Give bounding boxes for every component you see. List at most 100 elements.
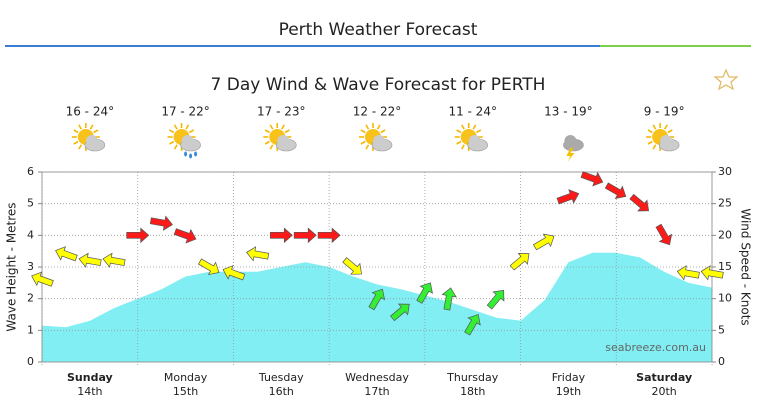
rain-drop (189, 153, 193, 159)
y2-tick-label: 20 (718, 228, 732, 241)
wind-arrow (269, 227, 293, 244)
weather-icon (454, 123, 489, 152)
rain-drop (194, 151, 198, 157)
day-temp: 12 - 22° (353, 105, 402, 119)
day-name: Tuesday (258, 371, 304, 384)
wind-arrow (317, 227, 341, 244)
sun-ray (173, 144, 178, 150)
wind-arrow (173, 228, 197, 244)
day-date: 19th (556, 385, 581, 398)
sun-ray (667, 129, 673, 134)
cloud-puff (373, 135, 385, 147)
sun-ray (456, 140, 462, 145)
day-temp: 16 - 24° (66, 105, 115, 119)
wind-arrow (149, 215, 173, 231)
wind-arrow (604, 182, 627, 200)
sun-ray (73, 129, 79, 134)
sun-ray (169, 140, 175, 145)
weather-icon (359, 123, 393, 152)
rain-drop (184, 151, 188, 157)
page-title: Perth Weather Forecast (279, 20, 478, 40)
wave-area (42, 252, 712, 362)
day-date: 15th (173, 385, 198, 398)
day-name: Sunday (67, 371, 113, 384)
wind-arrow (78, 252, 102, 268)
weather-icon (646, 123, 680, 152)
wind-arrow (532, 233, 555, 251)
sun-ray (380, 129, 386, 134)
sun-ray (647, 129, 653, 134)
sun-ray (188, 129, 195, 134)
sun-ray (461, 124, 465, 130)
sun-ray (360, 129, 366, 134)
sun-ray (264, 140, 270, 145)
wind-arrow (580, 171, 604, 187)
day-name: Friday (552, 371, 586, 384)
sun-ray (472, 124, 477, 130)
sun-ray (456, 129, 462, 134)
day-name: Wednesday (345, 371, 409, 384)
wind-arrow (629, 193, 650, 212)
day-name: Monday (164, 371, 208, 384)
y-tick-label: 3 (27, 260, 34, 273)
sun-ray (281, 124, 285, 130)
day-temp: 11 - 24° (448, 105, 497, 119)
sun-ray (360, 140, 366, 145)
sun-ray (93, 129, 99, 134)
y-tick-label: 1 (27, 323, 34, 336)
y-axis-title: Wave Height - Metres (5, 202, 19, 331)
sun-ray (89, 124, 94, 130)
wind-arrow (293, 227, 317, 244)
cloud-puff (468, 135, 481, 147)
sun-ray (173, 124, 178, 130)
y2-tick-label: 10 (718, 292, 732, 305)
y-tick-label: 4 (27, 228, 34, 241)
y-tick-label: 0 (27, 355, 34, 368)
sun-ray (269, 124, 274, 130)
day-date: 20th (651, 385, 676, 398)
day-name: Thursday (446, 371, 499, 384)
wind-arrow (700, 265, 724, 281)
cloud-puff (660, 135, 673, 147)
watermark: seabreeze.com.au (605, 341, 706, 354)
sun-ray (376, 124, 381, 130)
wind-arrow (197, 258, 220, 276)
wind-arrow (464, 314, 481, 336)
y2-tick-label: 30 (718, 165, 732, 178)
sun-ray (647, 140, 653, 145)
wind-arrow (676, 265, 700, 281)
wind-arrow (416, 282, 433, 304)
y-tick-label: 5 (27, 197, 34, 210)
favourite-star[interactable] (713, 68, 739, 91)
sun-ray (365, 124, 370, 130)
sun-ray (284, 129, 290, 134)
lightning (566, 148, 575, 162)
y-tick-label: 6 (27, 165, 34, 178)
sun-ray (169, 129, 175, 134)
wind-arrow (126, 227, 150, 244)
weather-icon (263, 123, 297, 152)
sun-ray (663, 124, 668, 130)
wind-arrow (486, 289, 505, 310)
wind-arrow (390, 303, 410, 322)
weather-icon (167, 123, 201, 159)
day-name: Saturday (636, 371, 692, 384)
day-temp: 9 - 19° (644, 105, 685, 119)
cloud-puff (85, 135, 98, 147)
wind-arrow (655, 223, 673, 246)
y2-tick-label: 0 (718, 355, 725, 368)
cloud-puff (564, 135, 577, 147)
sun-ray (78, 144, 83, 150)
day-date: 17th (364, 385, 389, 398)
wind-arrow (556, 189, 580, 205)
day-temp: 17 - 23° (257, 105, 306, 119)
wind-arrow (342, 257, 362, 275)
day-temp: 17 - 22° (161, 105, 210, 119)
sun-ray (269, 144, 274, 150)
sun-ray (73, 140, 79, 145)
sun-ray (365, 144, 370, 150)
wind-arrow (222, 265, 246, 281)
day-date: 14th (77, 385, 102, 398)
day-temp: 13 - 19° (544, 105, 593, 119)
